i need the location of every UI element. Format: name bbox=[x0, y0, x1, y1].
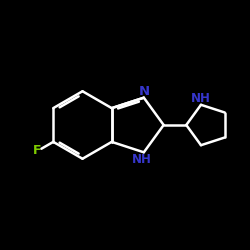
Text: NH: NH bbox=[191, 92, 211, 105]
Text: NH: NH bbox=[132, 153, 151, 166]
Text: F: F bbox=[32, 144, 41, 157]
Text: N: N bbox=[139, 85, 150, 98]
